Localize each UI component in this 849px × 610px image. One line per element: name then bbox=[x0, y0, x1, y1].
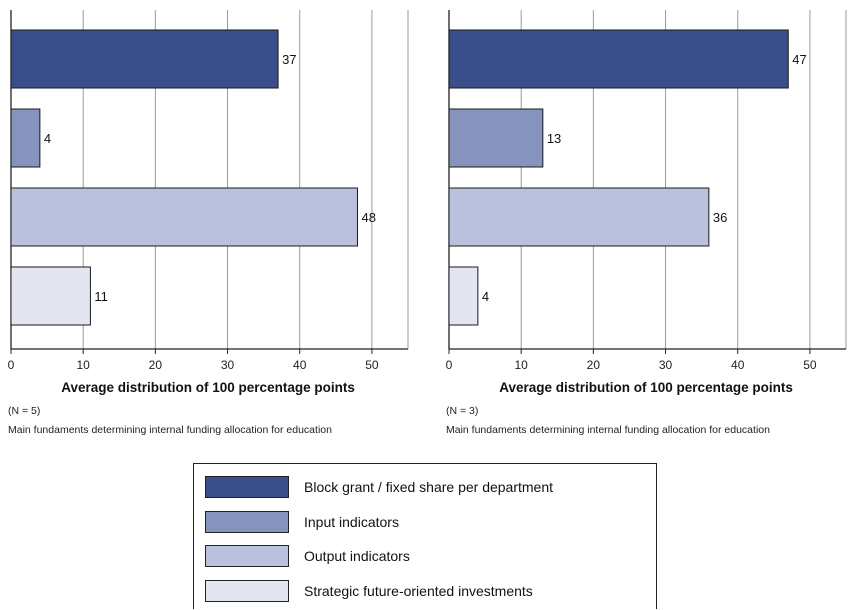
right-x-tick-label-30: 30 bbox=[659, 358, 673, 372]
left-x-tick-label-20: 20 bbox=[149, 358, 163, 372]
right-bar-0 bbox=[448, 29, 789, 89]
legend: Block grant / fixed share per department… bbox=[193, 463, 657, 609]
legend-item-input-indicators: Input indicators bbox=[205, 510, 399, 534]
right-x-tick-label-40: 40 bbox=[731, 358, 745, 372]
legend-swatch-strategic-investments bbox=[205, 580, 289, 602]
legend-label-block-grant: Block grant / fixed share per department bbox=[304, 479, 554, 495]
right-bar-value-label-1: 13 bbox=[547, 131, 561, 146]
legend-label-input-indicators: Input indicators bbox=[304, 514, 399, 530]
left-x-tick-label-10: 10 bbox=[77, 358, 91, 372]
left-x-axis-label: Average distribution of 100 percentage p… bbox=[61, 380, 355, 395]
left-bar-value-label-1: 4 bbox=[44, 131, 51, 146]
legend-item-output-indicators: Output indicators bbox=[205, 544, 410, 568]
right-bar-1 bbox=[448, 108, 544, 168]
left-x-tick-label-50: 50 bbox=[365, 358, 379, 372]
left-x-tick-label-0: 0 bbox=[8, 358, 15, 372]
legend-label-strategic-investments: Strategic future-oriented investments bbox=[304, 583, 533, 599]
right-x-tick-label-0: 0 bbox=[446, 358, 453, 372]
left-note-caption: Main fundaments determining internal fun… bbox=[8, 424, 332, 436]
right-note-caption: Main fundaments determining internal fun… bbox=[446, 424, 770, 436]
left-bar-value-label-0: 37 bbox=[282, 52, 296, 67]
right-x-tick-label-20: 20 bbox=[587, 358, 601, 372]
right-x-tick-label-50: 50 bbox=[803, 358, 817, 372]
legend-item-block-grant: Block grant / fixed share per department bbox=[205, 475, 553, 499]
left-bar-3 bbox=[10, 266, 91, 326]
legend-swatch-output-indicators bbox=[205, 545, 289, 567]
legend-label-output-indicators: Output indicators bbox=[304, 548, 410, 564]
left-bar-value-label-3: 11 bbox=[94, 289, 108, 304]
right-bar-value-label-2: 36 bbox=[713, 210, 727, 225]
left-x-tick-label-40: 40 bbox=[293, 358, 307, 372]
right-note-n: (N = 3) bbox=[446, 405, 478, 417]
left-note-n: (N = 5) bbox=[8, 405, 40, 417]
left-bar-value-label-2: 48 bbox=[361, 210, 375, 225]
right-bar-3 bbox=[448, 266, 479, 326]
right-x-axis-label: Average distribution of 100 percentage p… bbox=[499, 380, 793, 395]
legend-swatch-input-indicators bbox=[205, 511, 289, 533]
legend-item-strategic-investments: Strategic future-oriented investments bbox=[205, 579, 533, 603]
left-bar-2 bbox=[10, 187, 358, 247]
right-x-tick-label-10: 10 bbox=[515, 358, 529, 372]
left-bar-1 bbox=[10, 108, 41, 168]
right-bar-value-label-0: 47 bbox=[792, 52, 806, 67]
left-bar-0 bbox=[10, 29, 279, 89]
right-bar-value-label-3: 4 bbox=[482, 289, 489, 304]
left-x-tick-label-30: 30 bbox=[221, 358, 235, 372]
right-bar-2 bbox=[448, 187, 710, 247]
legend-swatch-block-grant bbox=[205, 476, 289, 498]
